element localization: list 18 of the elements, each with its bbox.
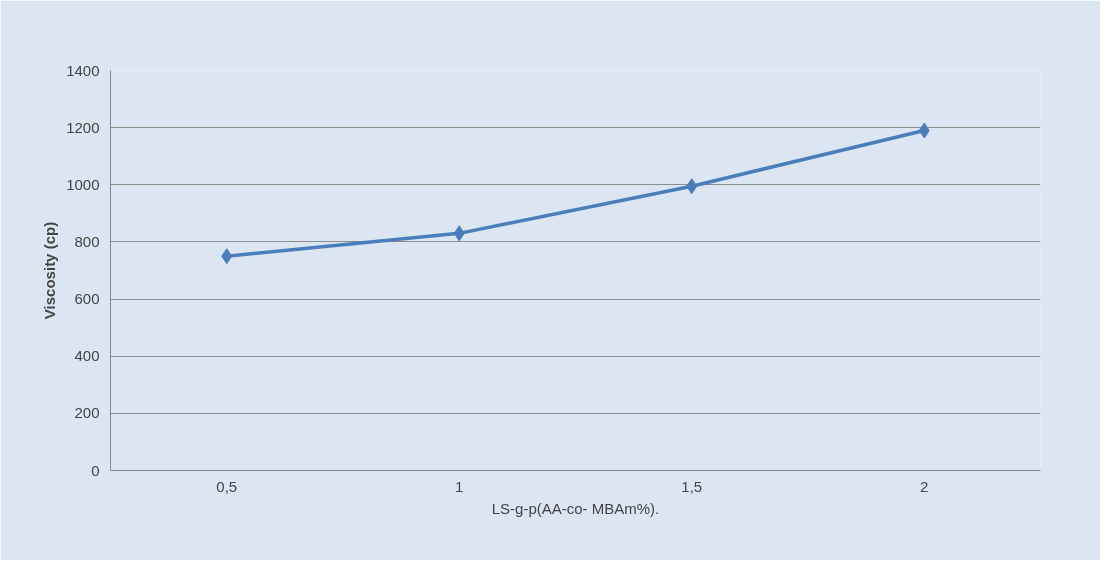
point xyxy=(686,178,698,195)
y-axis-title: Viscosity (cp) xyxy=(41,221,59,320)
point xyxy=(221,248,233,265)
x-tick-label: 1,5 xyxy=(681,477,703,495)
y-tick-label: 1200 xyxy=(66,118,100,136)
x-tick-label: 0,5 xyxy=(216,477,238,495)
point xyxy=(918,122,930,139)
y-tick-label: 800 xyxy=(74,232,100,250)
x-tick-label: 1 xyxy=(455,477,464,495)
y-tick-label: 0 xyxy=(91,461,100,479)
y-tick-label: 200 xyxy=(74,404,100,422)
y-tick-label: 400 xyxy=(74,347,100,365)
point xyxy=(453,225,465,242)
y-tick-label: 1400 xyxy=(66,61,100,79)
x-tick-label: 2 xyxy=(920,477,929,495)
y-tick-label: 1000 xyxy=(66,175,100,193)
y-tick-label: 600 xyxy=(74,290,100,308)
x-axis-title: LS-g-p(AA-co- MBAm%). xyxy=(491,499,660,517)
